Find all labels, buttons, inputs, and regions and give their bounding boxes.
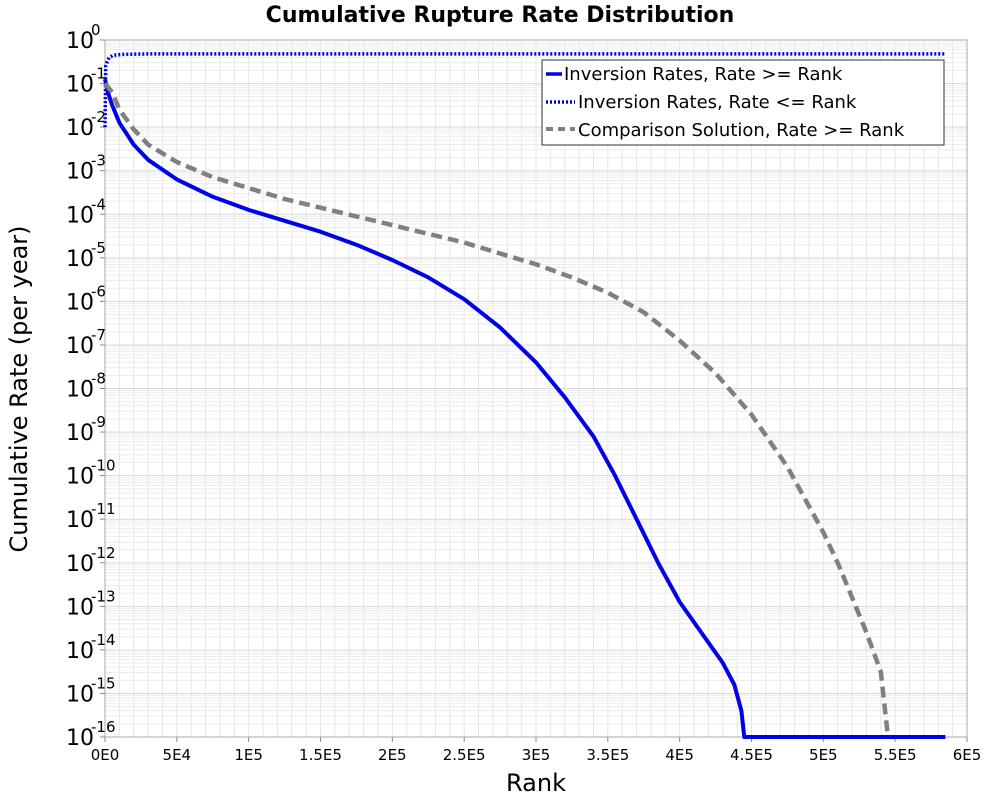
- y-tick-label: 10: [66, 73, 94, 98]
- y-tick-label: 10: [66, 552, 94, 577]
- x-tick-label: 6E5: [953, 746, 982, 764]
- y-tick-exponent: -13: [91, 587, 116, 605]
- legend-label-inversion-ge: Inversion Rates, Rate >= Rank: [564, 64, 843, 85]
- y-tick-exponent: -7: [91, 326, 106, 344]
- x-axis-label: Rank: [506, 769, 566, 797]
- y-tick-exponent: -5: [91, 239, 106, 257]
- legend-label-comparison: Comparison Solution, Rate >= Rank: [578, 120, 905, 141]
- series-inversion-rate-ge-rank: [103, 78, 946, 739]
- y-tick-label: 10: [66, 465, 94, 490]
- y-tick-exponent: -10: [91, 457, 116, 475]
- y-tick-label: 10: [66, 116, 94, 141]
- y-tick-label: 10: [66, 726, 94, 751]
- y-tick-exponent: -4: [91, 195, 106, 213]
- series-comparison-rate-ge-rank: [103, 82, 891, 738]
- y-tick-exponent: -14: [91, 631, 116, 649]
- y-tick-exponent: -1: [91, 65, 106, 83]
- x-tick-label: 3.5E5: [586, 746, 629, 764]
- x-tick-label: 4E5: [665, 746, 694, 764]
- y-tick-label: 10: [66, 203, 94, 228]
- y-tick-label: 10: [66, 378, 94, 403]
- legend-box: [541, 59, 945, 146]
- y-tick-label: 10: [66, 508, 94, 533]
- y-tick-label: 10: [66, 595, 94, 620]
- x-tick-label: 5.5E5: [874, 746, 917, 764]
- x-tick-label: 5E5: [809, 746, 838, 764]
- x-tick-label: 2.5E5: [443, 746, 486, 764]
- y-tick-exponent: -9: [91, 413, 106, 431]
- legend-label-inversion-le: Inversion Rates, Rate <= Rank: [578, 92, 857, 113]
- x-axis-ticks: 0E0 5E4 1E5 1.5E5 2E5 2.5E5 3E5 3.5E5 4E5 4.5E5 5E…: [91, 737, 982, 764]
- y-tick-label: 10: [66, 160, 94, 185]
- y-axis-label: Cumulative Rate (per year): [5, 225, 33, 552]
- y-tick-exponent: -3: [91, 152, 106, 170]
- y-tick-label: 10: [66, 29, 94, 54]
- legend: Inversion Rates, Rate >= Rank Inversion …: [541, 59, 945, 146]
- x-tick-label: 1E5: [234, 746, 263, 764]
- y-tick-label: 10: [66, 334, 94, 359]
- y-tick-exponent: 0: [91, 21, 101, 39]
- x-tick-label: 3E5: [522, 746, 551, 764]
- chart-title: Cumulative Rupture Rate Distribution: [266, 3, 735, 28]
- x-tick-label: 5E4: [163, 746, 192, 764]
- y-tick-exponent: -12: [91, 544, 116, 562]
- y-tick-exponent: -2: [91, 108, 106, 126]
- y-tick-exponent: -6: [91, 282, 106, 300]
- x-tick-label: 0E0: [91, 746, 120, 764]
- x-tick-label: 4.5E5: [730, 746, 773, 764]
- y-tick-exponent: -11: [91, 500, 116, 518]
- x-tick-label: 1.5E5: [299, 746, 342, 764]
- x-tick-label: 2E5: [378, 746, 407, 764]
- y-axis-ticks: 10010-110-210-310-410-510-610-710-810-91…: [66, 21, 116, 751]
- y-tick-label: 10: [66, 682, 94, 707]
- y-tick-label: 10: [66, 247, 94, 272]
- y-tick-label: 10: [66, 421, 94, 446]
- y-tick-exponent: -16: [91, 718, 116, 736]
- y-tick-exponent: -8: [91, 370, 106, 388]
- y-tick-label: 10: [66, 290, 94, 315]
- y-tick-label: 10: [66, 639, 94, 664]
- series-layer: [103, 52, 946, 739]
- y-tick-exponent: -15: [91, 674, 116, 692]
